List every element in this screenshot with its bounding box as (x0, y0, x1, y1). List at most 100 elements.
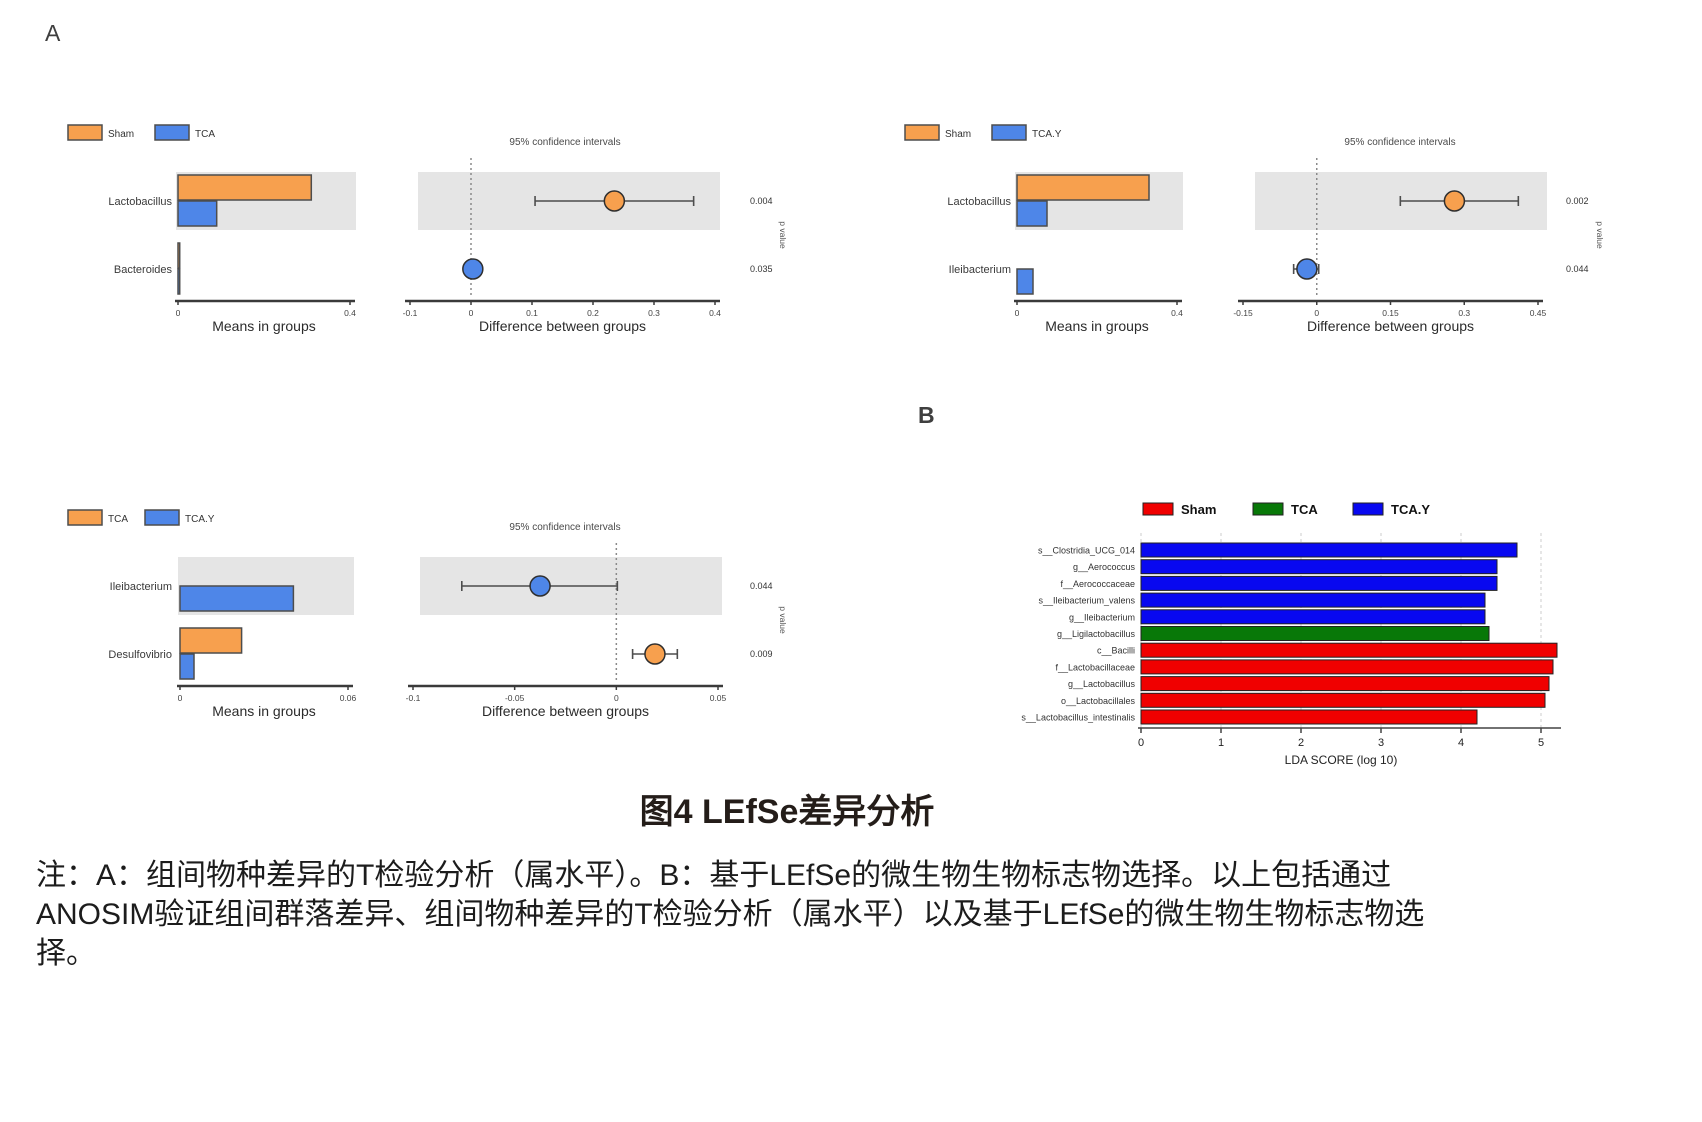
difference-dot (1296, 258, 1318, 280)
ttest-plot-sham-vs-tcay: Lactobacillus 0.002 Ileibacterium 0.044 0 0.4… (835, 105, 1625, 358)
axis-tick-label: 0.3 (648, 308, 660, 318)
axis-tick-label: -0.1 (406, 693, 421, 703)
note-line-3: 择。 (36, 937, 96, 970)
category-label: Ileibacterium (949, 264, 1011, 276)
mean-bar-tca.y (179, 585, 295, 612)
axis-tick-label: 0.4 (344, 308, 356, 318)
taxon-label: o__Lactobacillales (1061, 696, 1136, 706)
legend-swatch-sham (1142, 502, 1174, 516)
difference-dot (529, 575, 551, 597)
axis-tick-label: 0.05 (710, 693, 727, 703)
difference-dot (603, 190, 626, 212)
mean-bar-sham (177, 174, 313, 201)
category-label: Lactobacillus (947, 196, 1011, 208)
stamp-chart-svg: Lactobacillus 0.004 Bacteroides 0.035 0 0.4 Me… (67, 124, 788, 334)
p-axis-label: p value (778, 221, 788, 249)
legend-swatch-sham (67, 124, 103, 141)
lda-axis-label: LDA SCORE (log 10) (1285, 753, 1398, 767)
axis-tick-label: 2 (1298, 737, 1304, 749)
axis-tick-label: 0 (1015, 308, 1020, 318)
means-axis-label: Means in groups (212, 703, 316, 719)
legend-swatch-tca.y (1352, 502, 1384, 516)
axis-tick-label: 0.3 (1458, 308, 1470, 318)
lda-bar-g__Ileibacterium (1140, 609, 1486, 625)
ttest-plot-sham-vs-tca: Lactobacillus 0.004 Bacteroides 0.035 0 0.4 Me… (60, 105, 840, 358)
axis-tick-label: 0 (469, 308, 474, 318)
legend-label: TCA.Y (185, 514, 215, 525)
legend-label: TCA.Y (1391, 502, 1430, 517)
note-line-1: 注：A：组间物种差异的T检验分析（属水平）。B：基于LEfSe的微生物生物标志物… (36, 859, 1392, 892)
axis-tick-label: 0.06 (340, 693, 357, 703)
legend-swatch-tca (1252, 502, 1284, 516)
lda-bar-s__Lactobacillus_intestinalis (1140, 709, 1478, 725)
stamp-chart-svg: Ileibacterium 0.044 Desulfovibrio 0.009 0 0.0… (67, 509, 788, 719)
lda-bar-g__Aerococcus (1140, 559, 1498, 575)
lda-bar-f__Aerococcaceae (1140, 575, 1498, 591)
mean-bar-tca (177, 200, 218, 227)
taxon-label: c__Bacilli (1097, 646, 1135, 656)
legend-label: Sham (108, 129, 134, 140)
stamp-chart-svg: Lactobacillus 0.002 Ileibacterium 0.044 0 0.4… (904, 124, 1605, 334)
taxon-label: f__Aerococcaceae (1060, 579, 1135, 589)
legend-label: TCA (195, 129, 215, 140)
axis-tick-label: 0.4 (709, 308, 721, 318)
means-axis-label: Means in groups (212, 318, 316, 334)
means-axis-label: Means in groups (1045, 318, 1149, 334)
mean-bar-tca (177, 268, 181, 295)
lda-bar-g__Ligilactobacillus (1140, 626, 1490, 641)
taxon-label: g__Ileibacterium (1069, 612, 1135, 622)
axis-tick-label: 3 (1378, 737, 1384, 749)
axis-tick-label: 1 (1218, 737, 1224, 749)
taxon-label: g__Ligilactobacillus (1057, 629, 1136, 639)
diff-axis-label: Difference between groups (1307, 318, 1474, 334)
ci-title: 95% confidence intervals (509, 137, 620, 148)
axis-tick-label: 4 (1458, 737, 1464, 749)
panel-b-label: B (918, 402, 936, 428)
axis-tick-label: 0 (1138, 737, 1144, 749)
axis-tick-label: -0.15 (1233, 308, 1253, 318)
lefse-chart-svg: Sham TCA TCA.Y s__Clostridia_UCG_014 g__Aero… (1021, 502, 1561, 767)
difference-dot (462, 258, 484, 280)
legend-swatch-tca (154, 124, 190, 141)
axis-tick-label: 0.15 (1382, 308, 1399, 318)
ci-title: 95% confidence intervals (1344, 137, 1455, 148)
diff-axis-label: Difference between groups (482, 703, 649, 719)
lda-bar-c__Bacilli (1140, 642, 1558, 658)
axis-tick-label: 0 (178, 693, 183, 703)
p-value: 0.044 (1566, 264, 1589, 274)
category-label: Bacteroides (114, 264, 173, 276)
axis-tick-label: -0.05 (505, 693, 525, 703)
difference-dot (1443, 190, 1466, 212)
axis-tick-label: 0 (614, 693, 619, 703)
taxon-label: s__Clostridia_UCG_014 (1038, 546, 1135, 556)
legend-swatch-tca.y (144, 509, 180, 526)
legend-swatch-sham (904, 124, 940, 141)
lda-bar-o__Lactobacillales (1140, 692, 1546, 708)
category-label: Lactobacillus (108, 196, 172, 208)
legend-swatch-tca.y (991, 124, 1027, 141)
note-line-2: ANOSIM验证组间群落差异、组间物种差异的T检验分析（属水平）以及基于LEfS… (36, 898, 1425, 931)
taxon-label: g__Lactobacillus (1068, 679, 1136, 689)
taxon-label: s__Ileibacterium_valens (1038, 596, 1135, 606)
legend-label: TCA (108, 514, 128, 525)
p-value: 0.035 (750, 264, 773, 274)
lda-bar-f__Lactobacillaceae (1140, 659, 1554, 675)
axis-tick-label: 5 (1538, 737, 1544, 749)
lda-bar-g__Lactobacillus (1140, 676, 1550, 692)
ci-title: 95% confidence intervals (509, 522, 620, 533)
figure-caption: 图4 LEfSe差异分析 (639, 793, 935, 831)
axis-tick-label: 0.45 (1530, 308, 1547, 318)
axis-tick-label: 0.2 (587, 308, 599, 318)
p-value: 0.004 (750, 196, 773, 206)
mean-bar-tca.y (1016, 200, 1048, 227)
figure-note: 注：A：组间物种差异的T检验分析（属水平）。B：基于LEfSe的微生物生物标志物… (36, 856, 1681, 973)
axis-tick-label: 0.1 (526, 308, 538, 318)
legend-label: TCA.Y (1032, 129, 1062, 140)
axis-tick-label: 0 (176, 308, 181, 318)
taxon-label: s__Lactobacillus_intestinalis (1021, 713, 1135, 723)
taxon-label: f__Lactobacillaceae (1055, 662, 1135, 672)
p-value: 0.009 (750, 649, 773, 659)
mean-bar-tca.y (1016, 268, 1034, 295)
legend-label: Sham (945, 129, 971, 140)
taxon-label: g__Aerococcus (1073, 562, 1136, 572)
